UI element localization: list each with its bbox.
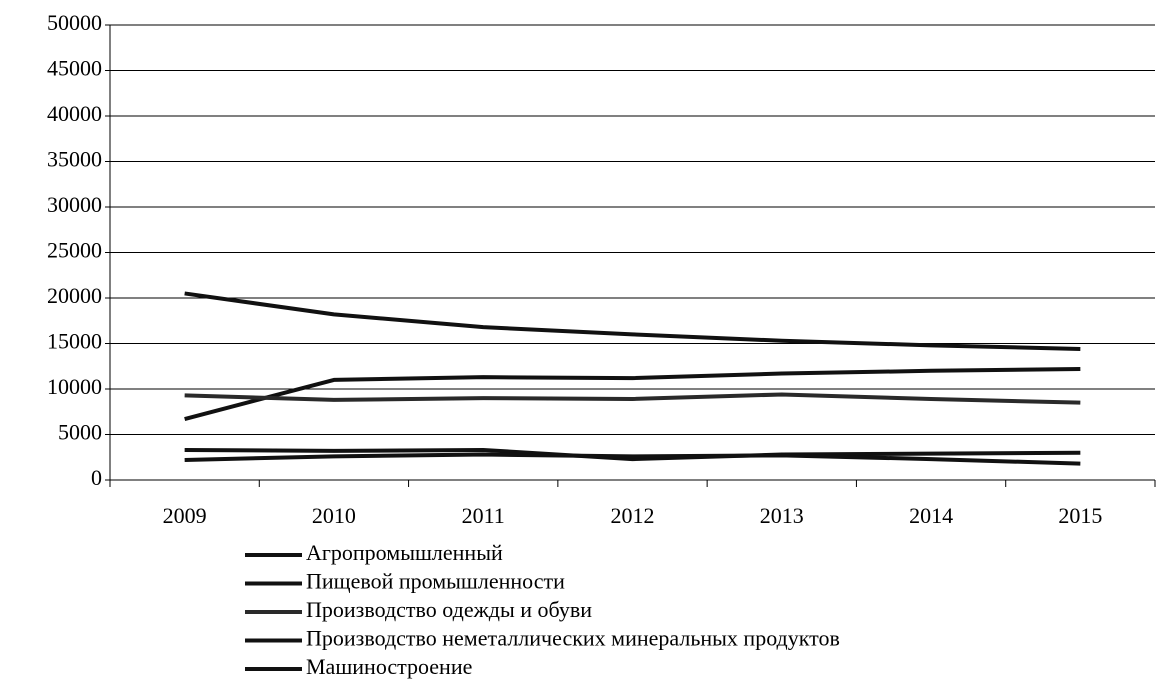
series-line [184,392,1081,405]
y-tick-label: 15000 [47,329,102,354]
x-tick-label: 2009 [163,503,207,528]
x-tick-label: 2014 [909,503,953,528]
legend-label: Производство одежды и обуви [306,597,592,622]
legend-label: Пищевой промышленности [306,569,565,594]
x-tick-label: 2015 [1058,503,1102,528]
legend-label: Производство неметаллических минеральных… [306,626,840,651]
x-tick-label: 2010 [312,503,356,528]
series-line [184,452,1081,466]
series-line [184,291,1081,351]
x-tick-label: 2011 [462,503,505,528]
y-tick-label: 35000 [47,147,102,172]
x-tick-label: 2012 [611,503,655,528]
y-tick-label: 45000 [47,56,102,81]
y-tick-label: 10000 [47,374,102,399]
y-tick-label: 40000 [47,101,102,126]
y-tick-label: 0 [91,465,102,490]
y-tick-label: 25000 [47,238,102,263]
y-tick-label: 50000 [47,10,102,35]
legend-label: Агропромышленный [306,540,503,565]
legend-label: Машиностроение [306,654,472,679]
x-tick-label: 2013 [760,503,804,528]
y-tick-label: 5000 [58,420,102,445]
series-line [184,447,1081,462]
series-line [184,366,1081,421]
y-tick-label: 20000 [47,283,102,308]
y-tick-label: 30000 [47,192,102,217]
